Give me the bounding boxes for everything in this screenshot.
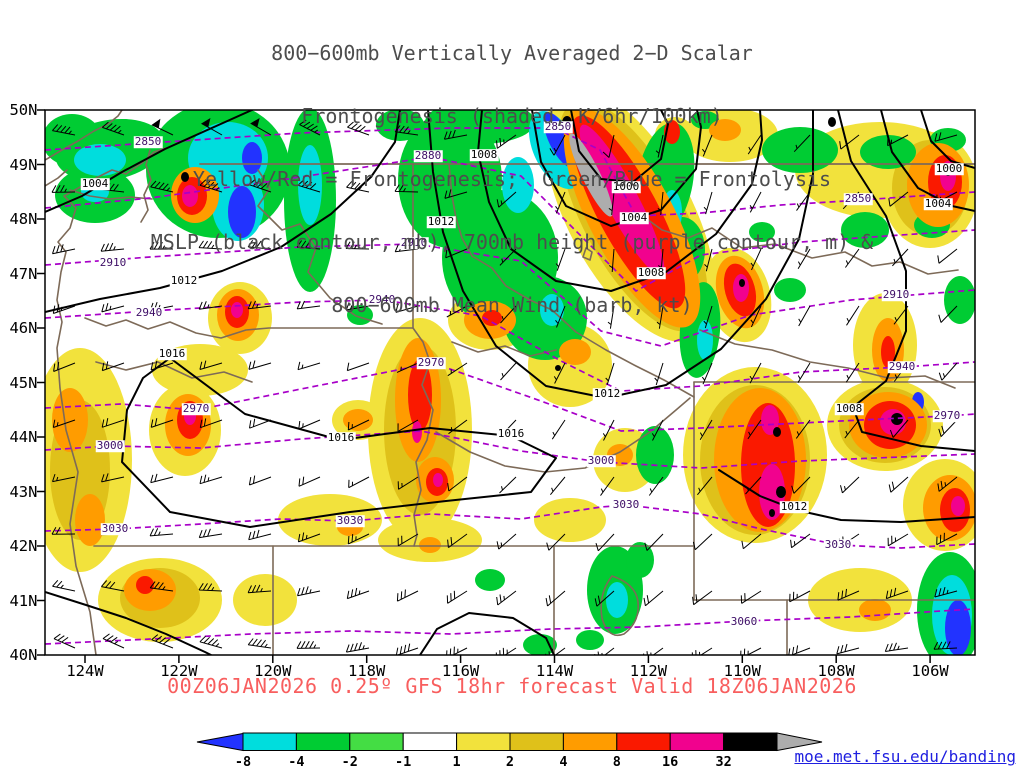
y-axis-tick-label: 40N [9, 646, 38, 664]
height-contour-label: 3000 [586, 454, 616, 468]
colorbar-tick-label: -4 [288, 754, 305, 768]
oregon-river [95, 361, 253, 383]
mslp-contour-label: 1008 [834, 402, 864, 416]
height-contour-label: 3060 [729, 615, 759, 629]
height-contour-label: 2970 [932, 409, 962, 423]
title-line-2: Frontogenesis (shaded, K/6hr/100km) [301, 104, 723, 128]
y-axis-tick-label: 44N [9, 428, 38, 446]
colorbar-tick-label: -2 [341, 754, 358, 768]
colorbar-tick-label: 2 [505, 754, 515, 768]
y-axis-tick-label: 45N [9, 373, 38, 392]
colorbar-tick-label: 16 [662, 754, 679, 768]
height-contour-label: 3030 [335, 514, 365, 528]
y-axis-tick-label: 43N [9, 482, 38, 501]
colorbar-tick-label: 32 [715, 754, 732, 768]
mslp-contour-label: 1012 [779, 500, 809, 514]
y-axis-tick-label: 41N [9, 591, 38, 610]
colorbar-tick-label: 8 [612, 754, 621, 768]
height-contour-label: 2970 [181, 402, 211, 416]
great-salt-lake [600, 575, 640, 637]
colorbar-tick-label: -1 [395, 754, 412, 768]
chart-title-block: 800−600mb Vertically Averaged 2−D Scalar… [0, 1, 1024, 358]
title-line-1: 800−600mb Vertically Averaged 2−D Scalar [271, 41, 753, 65]
height-contour-label: 2940 [887, 360, 917, 374]
mslp-contour-label: 1016 [326, 431, 356, 445]
height-contour-label: 3030 [100, 522, 130, 536]
colorbar-tick-label: 4 [559, 754, 568, 768]
height-contour-label: 3000 [95, 439, 125, 453]
credit-link[interactable]: moe.met.fsu.edu/banding [794, 747, 1016, 766]
title-line-3: Yellow/Red = Frontogenesis; Green/Blue =… [192, 167, 832, 191]
mslp-contour-label: 1012 [592, 387, 622, 401]
snake-river [435, 397, 691, 473]
title-line-4: MSLP (black contour, mb), 700mb height (… [150, 230, 874, 254]
height-contour-label: 3030 [823, 538, 853, 552]
y-axis-tick-label: 42N [9, 537, 38, 555]
height-contour-label: 2970 [416, 356, 446, 370]
title-line-5: 800−600mb Mean Wind (barb, kt) [331, 293, 693, 317]
mslp-contour-label: 1016 [496, 427, 526, 441]
forecast-valid-caption: 00Z06JAN2026 0.25º GFS 18hr forecast Val… [167, 674, 857, 698]
height-contour-label: 3030 [611, 498, 641, 512]
colorbar-tick-label: 1 [452, 754, 461, 768]
or-id-border [412, 327, 434, 547]
colorbar-tick-label: -8 [234, 754, 252, 768]
